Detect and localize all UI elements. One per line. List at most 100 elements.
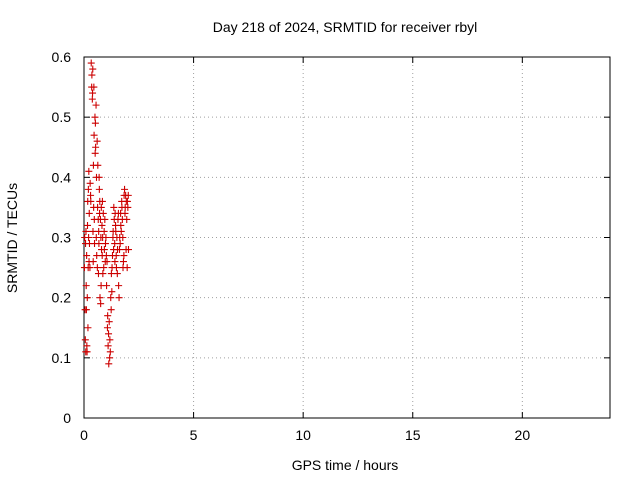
data-point — [120, 252, 128, 260]
data-point — [124, 203, 132, 211]
y-tick-label: 0.6 — [52, 49, 72, 65]
x-tick-label: 15 — [405, 427, 421, 443]
data-point — [91, 113, 99, 121]
data-point — [85, 209, 93, 217]
data-point — [92, 101, 100, 109]
data-point — [117, 227, 125, 235]
data-point — [115, 282, 123, 290]
data-point — [83, 348, 91, 356]
data-point — [98, 221, 106, 229]
y-tick-label: 0.5 — [52, 109, 72, 125]
y-tick-label: 0.4 — [52, 169, 72, 185]
data-point — [104, 312, 112, 320]
data-point — [91, 119, 99, 127]
data-point — [103, 258, 111, 266]
data-point — [105, 318, 113, 326]
data-point — [98, 197, 106, 205]
data-point — [116, 240, 124, 248]
data-point — [100, 246, 108, 254]
data-point — [87, 197, 95, 205]
data-point — [94, 161, 102, 169]
data-point — [100, 264, 108, 272]
data-point — [82, 282, 90, 290]
data-point — [84, 185, 92, 193]
data-point — [101, 215, 109, 223]
data-point — [117, 221, 125, 229]
data-point — [91, 149, 99, 157]
data-point — [121, 209, 129, 217]
data-point — [93, 264, 101, 272]
data-point — [95, 185, 103, 193]
data-point — [104, 342, 112, 350]
data-point — [83, 294, 91, 302]
data-point — [86, 179, 94, 187]
x-tick-label: 10 — [295, 427, 311, 443]
y-tick-label: 0.2 — [52, 290, 72, 306]
data-point — [85, 234, 93, 241]
data-point — [97, 300, 105, 308]
data-point — [83, 342, 91, 350]
data-point — [84, 324, 92, 332]
data-point — [95, 173, 103, 181]
data-point — [121, 185, 129, 193]
data-point — [89, 89, 97, 97]
y-tick-label: 0 — [63, 410, 71, 426]
data-point — [83, 252, 91, 260]
data-point — [103, 282, 111, 290]
data-point — [87, 191, 95, 199]
data-point — [88, 95, 96, 103]
data-point — [99, 209, 107, 217]
data-point — [113, 270, 121, 278]
data-point — [81, 336, 89, 344]
data-point — [102, 234, 110, 241]
data-point — [123, 197, 131, 205]
data-point — [93, 137, 101, 145]
data-point — [123, 215, 131, 223]
data-point — [97, 203, 105, 211]
data-point — [101, 240, 109, 248]
data-points — [80, 59, 132, 368]
data-point — [110, 203, 118, 211]
data-point — [115, 294, 123, 302]
data-point — [90, 83, 98, 91]
data-point — [107, 294, 115, 302]
data-point — [111, 258, 119, 266]
data-point — [107, 306, 115, 314]
data-point — [105, 360, 113, 368]
data-point — [116, 246, 124, 254]
x-tick-labels: 0 5 10 15 20 — [80, 427, 530, 443]
data-point — [82, 227, 90, 235]
data-point — [99, 270, 107, 278]
data-point — [95, 240, 103, 248]
data-point — [86, 264, 94, 272]
data-point — [112, 264, 120, 272]
data-point — [107, 270, 115, 278]
x-tick-label: 20 — [515, 427, 531, 443]
data-point — [96, 294, 104, 302]
data-point — [89, 258, 97, 266]
data-point — [106, 336, 114, 344]
data-point — [108, 288, 116, 296]
data-point — [119, 234, 127, 241]
data-point — [112, 252, 120, 260]
data-point — [85, 167, 93, 175]
data-point — [87, 59, 95, 67]
data-point — [124, 191, 132, 199]
axis-ticks — [83, 56, 610, 419]
data-point — [92, 143, 100, 151]
x-tick-label: 5 — [190, 427, 198, 443]
data-point — [106, 354, 114, 362]
data-point — [119, 258, 127, 266]
data-point — [102, 252, 110, 260]
chart-title: Day 218 of 2024, SRMTID for receiver rby… — [213, 19, 478, 35]
data-point — [82, 306, 90, 314]
x-tick-label: 0 — [80, 427, 88, 443]
data-point — [90, 131, 98, 139]
data-point — [84, 221, 92, 229]
data-point — [88, 71, 96, 79]
plot-frame — [83, 56, 611, 419]
y-axis-label: SRMTID / TECUs — [4, 183, 20, 293]
y-tick-label: 0.1 — [52, 350, 72, 366]
x-axis-label: GPS time / hours — [292, 457, 399, 473]
